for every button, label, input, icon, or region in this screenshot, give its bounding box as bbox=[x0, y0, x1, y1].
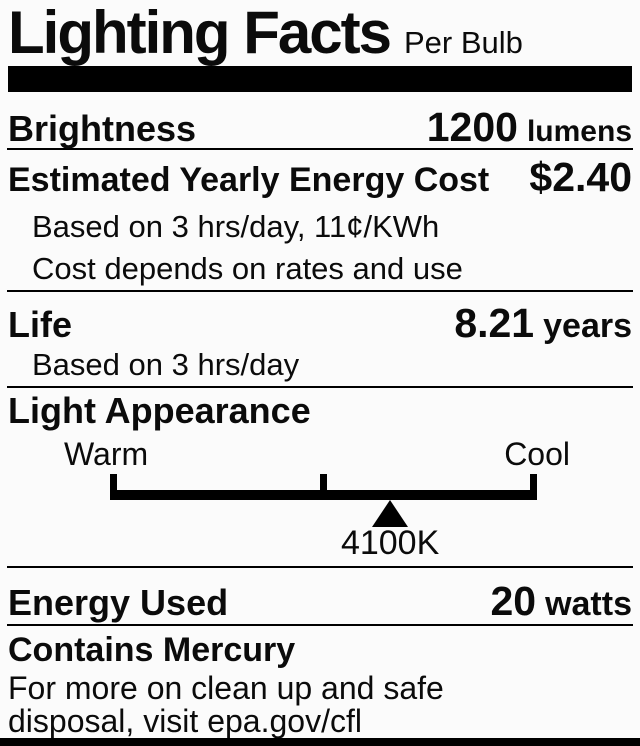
energy-cost-row: Estimated Yearly Energy Cost $2.40 bbox=[0, 154, 640, 206]
light-appearance-label: Light Appearance bbox=[8, 390, 311, 431]
scale-tick-right bbox=[530, 474, 537, 500]
divider bbox=[7, 386, 633, 388]
energy-used-label: Energy Used bbox=[8, 582, 229, 623]
divider bbox=[7, 290, 633, 292]
life-value: 8.21 bbox=[454, 300, 535, 346]
color-temp-value: 4100K bbox=[340, 524, 440, 562]
scale-tick-middle bbox=[320, 474, 327, 500]
bottom-rule-bar bbox=[0, 738, 640, 746]
cool-label: Cool bbox=[504, 436, 570, 472]
scale-bar: 4100K bbox=[110, 474, 537, 560]
divider bbox=[7, 148, 633, 150]
life-note-basis: Based on 3 hrs/day bbox=[32, 347, 300, 382]
energy-cost-value-group: $2.40 bbox=[529, 154, 632, 201]
top-rule-bar bbox=[8, 66, 632, 92]
life-value-group: 8.21 years bbox=[454, 300, 632, 347]
brightness-label: Brightness bbox=[8, 108, 197, 149]
scale-tick-left bbox=[110, 474, 117, 500]
brightness-value-group: 1200 lumens bbox=[427, 104, 632, 151]
energy-used-row: Energy Used 20 watts bbox=[0, 578, 640, 624]
energy-cost-value: $2.40 bbox=[529, 154, 632, 200]
label-header: Lighting Facts Per Bulb bbox=[0, 0, 640, 66]
energy-cost-label: Estimated Yearly Energy Cost bbox=[8, 161, 490, 199]
page-title: Lighting Facts bbox=[8, 0, 392, 66]
brightness-row: Brightness 1200 lumens bbox=[0, 104, 640, 151]
mercury-note-line1: For more on clean up and safe bbox=[8, 670, 444, 706]
mercury-note-line2: disposal, visit epa.gov/cfl bbox=[8, 703, 362, 739]
energy-cost-note-disclaimer: Cost depends on rates and use bbox=[32, 251, 463, 286]
energy-used-value: 20 bbox=[490, 578, 537, 624]
life-label: Life bbox=[8, 304, 73, 345]
brightness-unit: lumens bbox=[526, 115, 632, 148]
color-temp-marker-triangle-icon bbox=[372, 500, 409, 527]
color-temperature-scale: 4100K bbox=[0, 474, 640, 566]
per-bulb-subtitle: Per Bulb bbox=[403, 25, 523, 60]
energy-cost-note-basis: Based on 3 hrs/day, 11¢/KWh bbox=[32, 209, 440, 244]
life-unit: years bbox=[543, 307, 632, 345]
energy-used-value-group: 20 watts bbox=[490, 578, 632, 625]
warm-cool-row: Warm Cool bbox=[0, 434, 640, 474]
energy-used-unit: watts bbox=[545, 585, 632, 623]
mercury-heading: Contains Mercury bbox=[8, 631, 296, 669]
brightness-value: 1200 bbox=[426, 104, 518, 150]
warm-label: Warm bbox=[64, 436, 149, 472]
divider bbox=[7, 624, 633, 626]
divider bbox=[7, 566, 633, 568]
life-row: Life 8.21 years bbox=[0, 300, 640, 347]
